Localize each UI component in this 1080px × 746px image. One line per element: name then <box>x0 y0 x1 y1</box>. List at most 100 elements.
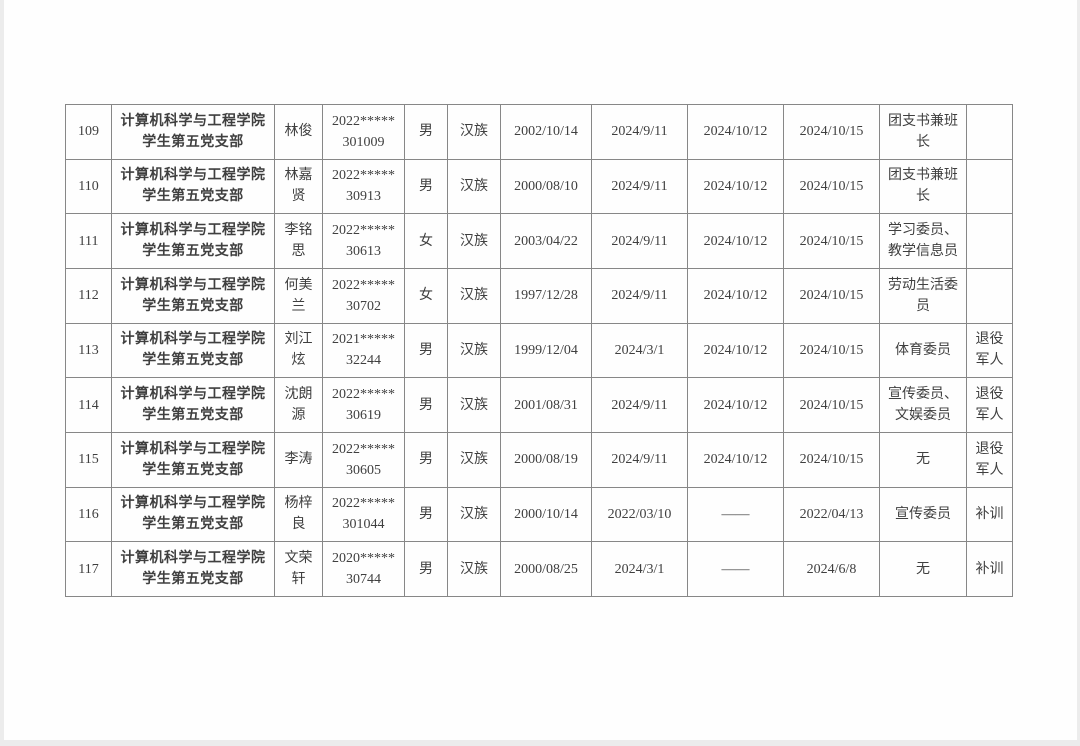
cell-student-id-line: 2022***** <box>332 223 395 239</box>
cell-position: 学习委员、教学信息员 <box>879 213 967 269</box>
cell-party-branch-line: 计算机科学与工程学院 <box>120 223 266 239</box>
cell-row-number: 113 <box>65 322 112 379</box>
cell-student-id-line: 2022***** <box>332 387 395 403</box>
table-row: 113 计算机科学与工程学院 学生第五党支部 刘江炫 2021***** 32244 男汉族… <box>65 322 1013 379</box>
cell-date-3: 2024/10/15 <box>783 377 880 433</box>
cell-note: 补训 <box>966 486 1013 543</box>
cell-date-2: —— <box>687 541 784 597</box>
cell-date-3: 2024/10/15 <box>783 431 880 488</box>
cell-ethnicity: 汉族 <box>447 486 501 543</box>
member-table-container: 109 计算机科学与工程学院 学生第五党支部 林俊 2022***** 301009 男汉族… <box>65 104 1013 597</box>
page-bottom-edge <box>0 740 1080 746</box>
table-row: 114 计算机科学与工程学院 学生第五党支部 沈朗源 2022***** 30619 男汉族… <box>65 377 1013 433</box>
cell-date-2: 2024/10/12 <box>687 377 784 433</box>
cell-party-branch: 计算机科学与工程学院 学生第五党支部 <box>111 267 275 324</box>
cell-party-branch-line: 计算机科学与工程学院 <box>120 113 266 129</box>
cell-party-branch-line: 学生第五党支部 <box>142 462 244 478</box>
cell-student-id-line: 2022***** <box>332 496 395 512</box>
cell-name: 林俊 <box>274 104 323 160</box>
table-row: 110 计算机科学与工程学院 学生第五党支部 林嘉贤 2022***** 30913 男汉族… <box>65 158 1013 215</box>
cell-student-id-line: 301044 <box>342 517 385 533</box>
cell-gender: 男 <box>404 322 448 379</box>
cell-party-branch-line: 学生第五党支部 <box>142 572 244 588</box>
table-row: 115 计算机科学与工程学院 学生第五党支部 李涛 2022***** 30605 男汉族 2… <box>65 431 1013 488</box>
cell-party-branch-line: 学生第五党支部 <box>142 189 244 205</box>
cell-note <box>966 267 1013 324</box>
cell-party-branch-line: 计算机科学与工程学院 <box>120 496 266 512</box>
cell-birth-date: 2000/08/10 <box>500 158 592 215</box>
cell-note <box>966 104 1013 160</box>
cell-student-id: 2022***** 301009 <box>322 104 405 160</box>
cell-student-id: 2022***** 30605 <box>322 431 405 488</box>
cell-date-1: 2024/9/11 <box>591 377 688 433</box>
cell-date-2: 2024/10/12 <box>687 213 784 269</box>
cell-ethnicity: 汉族 <box>447 267 501 324</box>
cell-gender: 男 <box>404 486 448 543</box>
cell-ethnicity: 汉族 <box>447 431 501 488</box>
cell-name: 杨梓良 <box>274 486 323 543</box>
cell-party-branch: 计算机科学与工程学院 学生第五党支部 <box>111 377 275 433</box>
cell-date-1: 2024/9/11 <box>591 104 688 160</box>
cell-date-1: 2024/9/11 <box>591 158 688 215</box>
cell-ethnicity: 汉族 <box>447 377 501 433</box>
cell-gender: 男 <box>404 541 448 597</box>
cell-student-id: 2020***** 30744 <box>322 541 405 597</box>
cell-student-id: 2021***** 32244 <box>322 322 405 379</box>
cell-student-id-line: 2021***** <box>332 332 395 348</box>
cell-student-id-line: 30613 <box>346 244 381 260</box>
cell-student-id: 2022***** 30702 <box>322 267 405 324</box>
cell-student-id-line: 30702 <box>346 298 381 314</box>
cell-name: 李铭思 <box>274 213 323 269</box>
cell-ethnicity: 汉族 <box>447 213 501 269</box>
cell-student-id-line: 2022***** <box>332 441 395 457</box>
cell-gender: 男 <box>404 158 448 215</box>
cell-name: 刘江炫 <box>274 322 323 379</box>
table-row: 117 计算机科学与工程学院 学生第五党支部 文荣轩 2020***** 30744 男汉族… <box>65 541 1013 597</box>
table-row: 111 计算机科学与工程学院 学生第五党支部 李铭思 2022***** 30613 女汉族… <box>65 213 1013 269</box>
cell-student-id-line: 32244 <box>346 353 381 369</box>
cell-position: 宣传委员、文娱委员 <box>879 377 967 433</box>
cell-date-1: 2024/9/11 <box>591 267 688 324</box>
cell-student-id-line: 301009 <box>342 134 385 150</box>
cell-date-1: 2022/03/10 <box>591 486 688 543</box>
cell-name: 何美兰 <box>274 267 323 324</box>
cell-date-2: 2024/10/12 <box>687 322 784 379</box>
cell-party-branch: 计算机科学与工程学院 学生第五党支部 <box>111 322 275 379</box>
cell-date-1: 2024/3/1 <box>591 322 688 379</box>
cell-student-id-line: 2022***** <box>332 113 395 129</box>
cell-party-branch-line: 计算机科学与工程学院 <box>120 277 266 293</box>
cell-student-id: 2022***** 30913 <box>322 158 405 215</box>
cell-date-2: 2024/10/12 <box>687 267 784 324</box>
cell-name: 李涛 <box>274 431 323 488</box>
cell-row-number: 110 <box>65 158 112 215</box>
cell-party-branch: 计算机科学与工程学院 学生第五党支部 <box>111 541 275 597</box>
cell-name: 文荣轩 <box>274 541 323 597</box>
cell-ethnicity: 汉族 <box>447 541 501 597</box>
cell-party-branch-line: 计算机科学与工程学院 <box>120 441 266 457</box>
cell-row-number: 111 <box>65 213 112 269</box>
cell-party-branch-line: 学生第五党支部 <box>142 244 244 260</box>
cell-party-branch: 计算机科学与工程学院 学生第五党支部 <box>111 104 275 160</box>
cell-party-branch-line: 计算机科学与工程学院 <box>120 168 266 184</box>
cell-party-branch-line: 学生第五党支部 <box>142 134 244 150</box>
cell-party-branch: 计算机科学与工程学院 学生第五党支部 <box>111 431 275 488</box>
cell-party-branch-line: 学生第五党支部 <box>142 408 244 424</box>
cell-row-number: 115 <box>65 431 112 488</box>
cell-position: 宣传委员 <box>879 486 967 543</box>
table-row: 116 计算机科学与工程学院 学生第五党支部 杨梓良 2022***** 301044 男汉… <box>65 486 1013 543</box>
cell-note: 退役军人 <box>966 431 1013 488</box>
cell-birth-date: 2001/08/31 <box>500 377 592 433</box>
cell-position: 团支书兼班长 <box>879 104 967 160</box>
cell-row-number: 109 <box>65 104 112 160</box>
cell-date-1: 2024/9/11 <box>591 213 688 269</box>
cell-party-branch-line: 计算机科学与工程学院 <box>120 387 266 403</box>
cell-party-branch: 计算机科学与工程学院 学生第五党支部 <box>111 486 275 543</box>
table-row: 112 计算机科学与工程学院 学生第五党支部 何美兰 2022***** 30702 女汉族… <box>65 267 1013 324</box>
cell-date-3: 2024/10/15 <box>783 267 880 324</box>
cell-gender: 男 <box>404 377 448 433</box>
cell-student-id-line: 2020***** <box>332 551 395 567</box>
cell-party-branch: 计算机科学与工程学院 学生第五党支部 <box>111 158 275 215</box>
cell-note <box>966 213 1013 269</box>
cell-note: 退役军人 <box>966 322 1013 379</box>
